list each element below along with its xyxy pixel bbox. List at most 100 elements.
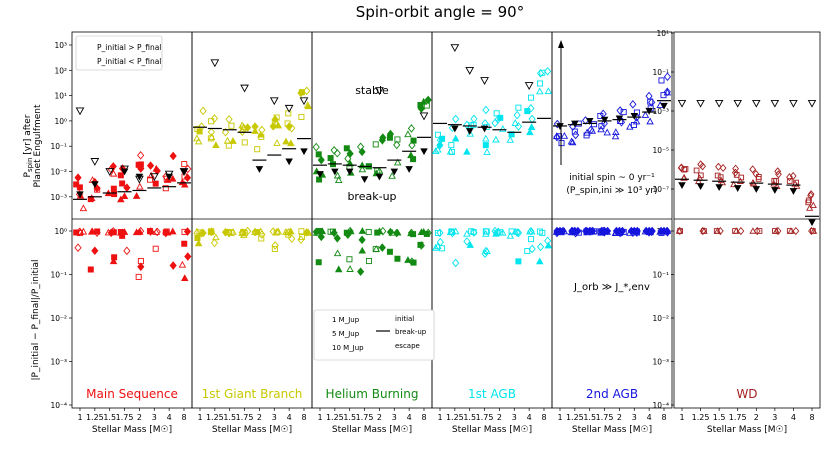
data-point xyxy=(137,226,145,236)
x-tick-label: 1.25 xyxy=(326,413,344,422)
x-tick-label: 1.5 xyxy=(713,413,726,422)
data-point xyxy=(274,121,283,129)
data-point xyxy=(527,226,535,236)
data-point xyxy=(269,227,277,236)
y-tick-label: 10² xyxy=(54,66,67,75)
data-point xyxy=(492,135,500,143)
data-point xyxy=(482,246,490,256)
data-point xyxy=(771,177,778,184)
data-point xyxy=(756,228,763,234)
data-point xyxy=(386,248,393,255)
initial-mark xyxy=(733,99,742,108)
data-point xyxy=(388,172,396,179)
y-tick-label: 10⁻² xyxy=(652,314,669,323)
escape-mark xyxy=(390,168,399,176)
bottom-ylabel: |P_initial − P_final|/P_initial xyxy=(31,259,41,380)
escape-mark xyxy=(165,173,173,181)
x-tick-label: 8 xyxy=(541,413,546,422)
escape-mark xyxy=(600,116,609,124)
data-point xyxy=(120,192,129,200)
data-point xyxy=(137,262,145,272)
data-point xyxy=(74,243,82,253)
data-point xyxy=(544,87,553,95)
data-point xyxy=(451,134,460,142)
data-point xyxy=(645,91,653,101)
data-point xyxy=(258,235,265,242)
data-point xyxy=(312,142,320,152)
initial-mark xyxy=(105,168,115,177)
data-point xyxy=(558,140,565,147)
data-point xyxy=(694,177,703,185)
data-point xyxy=(285,122,293,131)
data-point xyxy=(330,145,338,155)
data-point xyxy=(515,258,522,265)
data-point xyxy=(372,141,379,148)
y-tick-label: 10⁻¹ xyxy=(50,271,67,280)
phase-label: Main Sequence xyxy=(86,387,178,401)
y-tick-label: 10⁰ xyxy=(54,117,67,126)
data-point xyxy=(119,180,126,187)
data-point xyxy=(346,226,354,236)
legend-entry: 5 M_Jup xyxy=(332,330,360,338)
data-point xyxy=(571,128,578,135)
x-axis-label: Stellar Mass [M☉] xyxy=(707,425,787,435)
data-point xyxy=(775,170,782,179)
x-tick-label: 2 xyxy=(257,413,262,422)
data-point xyxy=(118,228,127,238)
data-point xyxy=(717,174,724,180)
legend-entry: 10 M_Jup xyxy=(332,344,364,352)
data-point xyxy=(449,148,456,155)
data-point xyxy=(452,114,460,124)
data-point xyxy=(74,173,82,182)
data-point xyxy=(298,113,305,120)
data-point xyxy=(514,228,523,238)
x-tick-label: 1.75 xyxy=(729,413,747,422)
data-point xyxy=(508,228,515,235)
data-point xyxy=(386,227,395,237)
data-point xyxy=(152,245,159,252)
data-point xyxy=(732,228,738,234)
legend-entry: 1 M_Jup xyxy=(332,316,360,324)
initial-mark xyxy=(419,112,429,121)
data-point xyxy=(273,139,281,146)
data-point xyxy=(715,162,722,171)
data-point xyxy=(499,125,507,132)
data-point xyxy=(806,197,812,204)
escape-mark xyxy=(678,182,686,190)
x-axis-label: Stellar Mass [M☉] xyxy=(452,425,532,435)
data-point xyxy=(207,135,214,142)
initial-mark xyxy=(465,66,475,75)
data-point xyxy=(494,114,502,124)
data-point xyxy=(463,237,471,246)
escape-mark xyxy=(451,125,459,133)
escape-mark xyxy=(645,107,653,115)
data-point xyxy=(629,100,637,109)
data-point xyxy=(394,255,401,262)
data-point xyxy=(676,226,684,236)
data-point xyxy=(736,177,744,184)
data-point xyxy=(536,242,545,252)
x-tick-label: 8 xyxy=(301,413,306,422)
initial-mark xyxy=(752,99,761,108)
data-point xyxy=(574,226,582,236)
data-point xyxy=(379,226,387,236)
initial-mark xyxy=(696,99,705,108)
data-point xyxy=(288,234,296,243)
x-tick-label: 3 xyxy=(272,413,277,422)
data-point xyxy=(697,172,704,179)
data-point xyxy=(587,125,595,135)
escape-mark xyxy=(615,115,624,123)
legend-entry: P_initial < P_final xyxy=(97,57,161,66)
data-point xyxy=(616,106,624,115)
data-point xyxy=(117,172,124,179)
data-point xyxy=(271,241,279,250)
initial-mark xyxy=(677,99,687,108)
x-axis-label: Stellar Mass [M☉] xyxy=(332,425,412,435)
data-point xyxy=(210,238,219,248)
data-point xyxy=(372,246,379,253)
data-point xyxy=(678,163,685,172)
data-point xyxy=(466,241,475,248)
data-point xyxy=(424,95,432,105)
data-point xyxy=(424,228,432,238)
data-point xyxy=(633,226,641,236)
